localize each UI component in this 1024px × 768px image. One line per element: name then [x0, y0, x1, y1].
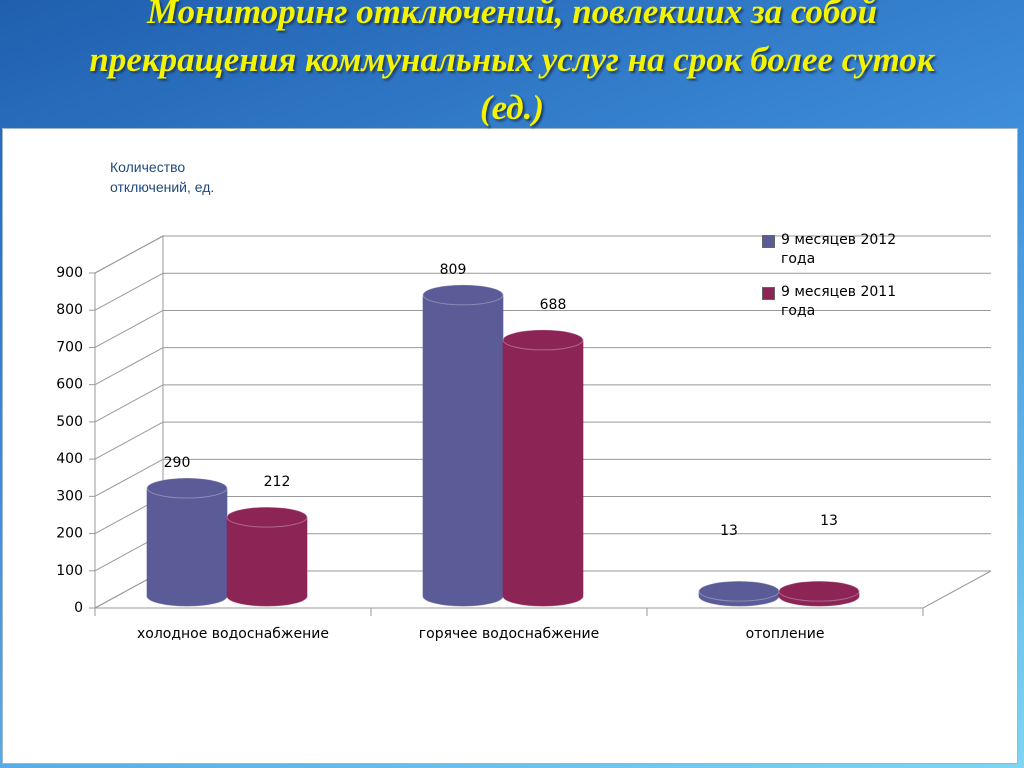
grid-line	[94, 347, 164, 386]
bar	[422, 284, 504, 607]
value-label: 809	[440, 262, 467, 278]
grid-line	[94, 421, 164, 460]
y-tick-label: 600	[56, 377, 83, 393]
bar-top	[226, 506, 308, 528]
legend-swatch	[762, 235, 775, 248]
y-tick-label: 200	[56, 526, 83, 542]
grid-line	[94, 310, 164, 348]
grid-line	[94, 384, 164, 423]
x-tick-label: холодное водоснабжение	[137, 626, 329, 642]
grid-line	[94, 458, 164, 497]
y-tick-label: 500	[56, 414, 83, 430]
y-axis-label: Количество отключений, ед.	[110, 159, 215, 195]
bar	[146, 477, 228, 607]
legend-swatch	[762, 287, 775, 300]
grid-line	[94, 235, 164, 274]
y-tick-label: 400	[56, 451, 83, 467]
y-tick-label: 700	[56, 339, 83, 355]
value-label: 290	[164, 455, 191, 471]
bar-top	[422, 284, 504, 306]
y-tick-label: 100	[56, 563, 83, 579]
bar-body	[502, 339, 584, 607]
x-tick-label: горячее водоснабжение	[419, 626, 599, 642]
chart-title: Мониторинг отключений, повлекших за собо…	[89, 0, 935, 127]
legend: 9 месяцев 2012 года 9 месяцев 2011 года	[762, 231, 912, 335]
bar-body	[146, 487, 228, 607]
bar-top	[778, 580, 860, 602]
y-tick-label: 0	[74, 600, 83, 616]
value-label: 212	[264, 474, 291, 490]
bar-body	[422, 294, 504, 607]
legend-label: 9 месяцев 2011 года	[781, 284, 897, 319]
y-tick-label: 800	[56, 302, 83, 318]
bar	[226, 506, 308, 607]
value-label: 13	[820, 513, 838, 529]
value-label: 688	[540, 297, 567, 313]
legend-label: 9 месяцев 2012 года	[781, 232, 897, 267]
bar	[698, 580, 780, 607]
bar-top	[146, 477, 228, 499]
legend-entry: 9 месяцев 2011 года	[762, 283, 912, 321]
bar-top	[502, 329, 584, 351]
y-tick-label: 300	[56, 488, 83, 504]
x-tick-label: отопление	[746, 626, 825, 642]
bar-body	[226, 516, 308, 607]
grid-line	[94, 272, 164, 311]
legend-entry: 9 месяцев 2012 года	[762, 231, 912, 269]
bar-top	[698, 580, 780, 602]
bar	[502, 329, 584, 607]
y-tick-label: 900	[56, 265, 83, 281]
value-label: 13	[720, 523, 738, 539]
bar	[778, 580, 860, 607]
